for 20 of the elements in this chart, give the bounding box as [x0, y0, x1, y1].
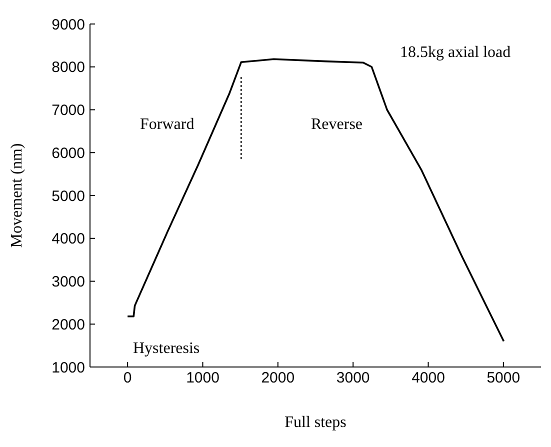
y-tick-label: 4000 — [52, 230, 85, 248]
annotation: Forward — [140, 116, 194, 134]
annotation: 18.5kg axial load — [400, 44, 511, 62]
x-tick-label: 2000 — [261, 370, 295, 387]
y-tick-label: 3000 — [52, 274, 85, 291]
x-tick-label: 0 — [123, 370, 132, 387]
annotation: Reverse — [311, 116, 363, 134]
x-tick-label: 5000 — [486, 370, 520, 387]
x-tick-label: 4000 — [412, 370, 445, 387]
y-tick-label: 6000 — [52, 144, 85, 162]
y-tick-label: 5000 — [52, 188, 85, 205]
x-tick-label: 3000 — [336, 370, 370, 387]
x-axis-title: Full steps — [284, 414, 346, 431]
annotation: Hysteresis — [133, 340, 200, 358]
y-tick-label: 7000 — [52, 102, 85, 120]
y-tick-label: 2000 — [52, 316, 85, 334]
y-tick-label: 8000 — [52, 59, 85, 76]
y-axis-title: Movement (nm) — [8, 143, 26, 248]
y-tick-label: 9000 — [52, 16, 85, 34]
x-tick-label: 1000 — [186, 370, 220, 387]
